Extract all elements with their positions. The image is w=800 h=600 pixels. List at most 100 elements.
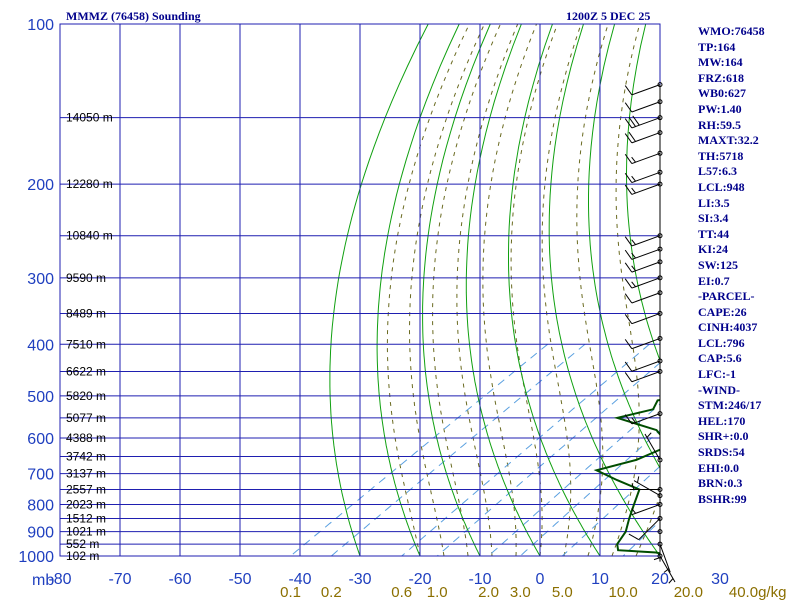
temperature-tick-label: -10 — [468, 571, 491, 588]
height-label: 7510 m — [66, 337, 106, 351]
dry-adiabat-line — [508, 24, 601, 556]
wind-barb-feather — [624, 278, 633, 289]
height-label: 6622 m — [66, 365, 106, 379]
wind-barb — [624, 335, 663, 350]
wind-barb-half-feather — [631, 483, 635, 490]
height-label: 3742 m — [66, 449, 106, 463]
wind-barb-half-feather — [631, 187, 636, 194]
wind-barb — [633, 476, 663, 499]
mixing-ratio-line — [401, 343, 650, 556]
wind-barb — [631, 501, 663, 516]
dry-adiabat-line — [329, 24, 429, 556]
wind-barb-station — [657, 181, 663, 187]
wind-barb-feather — [624, 184, 633, 195]
station-title: MMMZ (76458) Sounding — [66, 9, 201, 23]
height-label: 5077 m — [66, 411, 106, 425]
mixing-ratio-label: 3.0 — [510, 584, 531, 600]
wind-barb — [624, 115, 663, 129]
stability-indices-panel: WMO:76458 TP:164 MW:164 FRZ:618 WB0:627 PW:1.… — [698, 24, 765, 507]
mixing-ratio-label: 5.0 — [552, 584, 573, 600]
wind-barb-station — [657, 541, 663, 547]
wind-barb-feather — [624, 414, 633, 425]
mixing-ratio-label: 40.0g/kg — [729, 584, 787, 600]
index-item: BRN:0.3 — [698, 476, 743, 491]
moist-adiabat-line — [510, 24, 558, 556]
wind-barb — [624, 369, 663, 383]
wind-barb-staff — [631, 371, 661, 383]
wind-barb-feather — [624, 339, 633, 349]
wind-barb-station — [657, 457, 663, 463]
wind-barb-feather — [624, 372, 633, 383]
wind-barb-staff — [631, 84, 661, 96]
wind-barb — [624, 150, 663, 165]
temperature-tick-label: -30 — [348, 571, 371, 588]
wind-barb-station — [657, 290, 663, 296]
wind-barb-feather — [632, 115, 640, 126]
wind-barb-half-feather — [631, 175, 636, 182]
index-item: SW:125 — [698, 257, 739, 272]
mixing-ratio-label: 0.1 — [280, 584, 301, 600]
index-item: L57:6.3 — [698, 164, 737, 179]
height-label: 14050 m — [66, 111, 113, 125]
index-item: SRDS:54 — [698, 445, 745, 460]
wind-barb-half-feather — [631, 156, 636, 163]
wind-barb-half-feather — [631, 281, 636, 288]
index-item: STM:246/17 — [698, 398, 762, 413]
temperature-tick-label: -60 — [168, 571, 191, 588]
index-item: LFC:-1 — [698, 367, 736, 382]
wind-barb-staff — [631, 183, 661, 195]
wind-barb-feather — [624, 361, 633, 372]
wind-barb-station — [657, 493, 663, 499]
height-label: 9590 m — [66, 271, 106, 285]
wind-barb-station — [657, 411, 663, 417]
pressure-tick-label: 800 — [27, 497, 54, 514]
wind-barb-station — [657, 130, 663, 136]
pressure-tick-label: 900 — [27, 525, 54, 542]
wind-barb — [624, 169, 663, 184]
wind-barb-staff — [631, 248, 661, 260]
wind-barb-staff — [631, 117, 661, 129]
wind-barb-station — [657, 487, 663, 493]
pressure-tick-label: 100 — [27, 17, 54, 34]
wind-barb-staff — [631, 503, 661, 516]
index-item: EHI:0.0 — [698, 460, 740, 475]
wind-barb-staff — [631, 277, 661, 289]
height-label: 2023 m — [66, 497, 106, 511]
height-label: 552 m — [66, 537, 99, 551]
wind-barb-feather — [628, 131, 636, 142]
index-item: CAP:5.6 — [698, 351, 742, 366]
wind-barb-station — [657, 358, 663, 364]
valid-time: 1200Z 5 DEC 25 — [566, 9, 651, 23]
wind-barb-feather — [624, 172, 633, 183]
index-item: RH:59.5 — [698, 117, 741, 132]
mixing-ratio-label: 1.0 — [427, 584, 448, 600]
wind-barb — [624, 82, 663, 96]
wind-barb — [624, 259, 663, 273]
index-item: SHR+:0.0 — [698, 429, 749, 444]
pressure-temperature-grid — [59, 23, 661, 557]
wind-barb-station — [657, 169, 663, 175]
wind-barb-feather — [624, 118, 633, 129]
index-item: LCL:796 — [698, 335, 745, 350]
moist-adiabat-line — [635, 493, 660, 556]
pressure-tick-label: 400 — [27, 337, 54, 354]
wind-barb-half-feather — [668, 578, 674, 584]
pressure-tick-label: 300 — [27, 271, 54, 288]
height-label: 1021 m — [66, 525, 106, 539]
pressure-tick-label: 1000 — [18, 549, 54, 566]
wind-barb — [628, 515, 663, 541]
index-item: MW:164 — [698, 55, 743, 70]
wind-barb-staff — [631, 292, 661, 304]
index-item: LI:3.5 — [698, 195, 730, 210]
index-item: HEL:170 — [698, 413, 746, 428]
wind-barb — [624, 275, 663, 289]
index-item: -WIND- — [698, 382, 740, 397]
wind-barb-staff — [631, 337, 661, 350]
wind-barb-station — [657, 310, 663, 316]
wind-barb-station — [657, 369, 663, 375]
temperature-tick-label: -20 — [408, 571, 431, 588]
wind-barb-station — [657, 515, 663, 521]
wind-barb-station — [657, 501, 663, 507]
pressure-tick-label: 700 — [27, 467, 54, 484]
wind-barb-station — [657, 99, 663, 105]
